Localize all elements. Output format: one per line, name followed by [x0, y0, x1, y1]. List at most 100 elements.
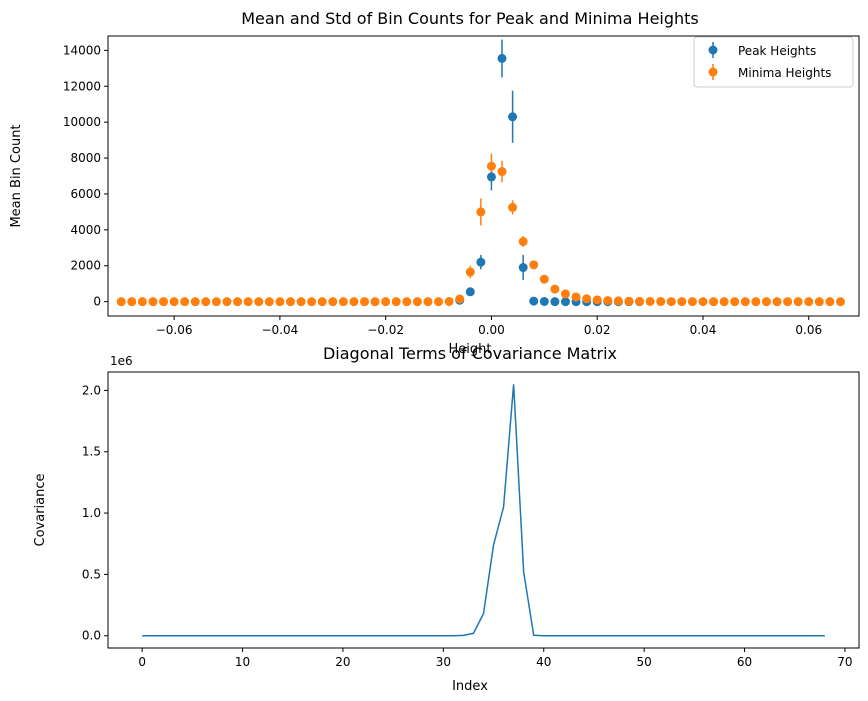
- minima-point: [772, 297, 782, 307]
- chart2-x-tick-label: 40: [536, 655, 551, 669]
- minima-point: [740, 297, 750, 307]
- peak-point: [486, 172, 496, 182]
- minima-point: [730, 297, 740, 307]
- chart2-x-tick-label: 20: [335, 655, 350, 669]
- minima-point: [402, 297, 412, 307]
- chart2-y-label: Covariance: [33, 474, 48, 547]
- minima-point: [381, 297, 391, 307]
- minima-point: [497, 167, 507, 177]
- chart2-x-tick-label: 10: [235, 655, 250, 669]
- minima-point: [349, 297, 359, 307]
- minima-point: [539, 274, 549, 284]
- minima-point: [285, 297, 295, 307]
- minima-point: [127, 297, 137, 307]
- minima-point: [624, 296, 634, 306]
- minima-point: [666, 297, 676, 307]
- chart1-x-tick-label: −0.06: [156, 323, 193, 337]
- minima-point: [233, 297, 243, 307]
- chart1-x-tick-label: 0.02: [584, 323, 611, 337]
- covariance-line: [142, 384, 825, 637]
- legend-minima-label: Minima Heights: [738, 66, 831, 80]
- minima-point: [719, 297, 729, 307]
- minima-point: [180, 297, 190, 307]
- minima-point: [761, 297, 771, 307]
- minima-point: [455, 294, 465, 304]
- peak-point: [476, 257, 486, 267]
- chart2-y-ticks: 0.0 0.5 1.0 1.5 2.0: [82, 383, 108, 643]
- chart2-offset-label: 1e6: [110, 354, 133, 368]
- chart1-y-tick-label: 2000: [70, 259, 101, 273]
- legend-peak-marker: [708, 45, 718, 55]
- chart1-y-tick-label: 4000: [70, 223, 101, 237]
- chart2-y-tick-label: 1.5: [82, 445, 101, 459]
- chart1-y-tick-label: 0: [93, 295, 101, 309]
- chart1-y-tick-label: 6000: [70, 187, 101, 201]
- chart1-y-tick-label: 8000: [70, 151, 101, 165]
- chart2-y-tick-label: 1.0: [82, 506, 101, 520]
- minima-point: [370, 297, 380, 307]
- minima-point: [476, 207, 486, 217]
- chart1-legend: Peak Heights Minima Heights: [693, 36, 854, 88]
- minima-point: [592, 295, 602, 305]
- chart1-y-tick-label: 12000: [63, 79, 101, 93]
- peak-point: [508, 112, 518, 122]
- legend-peak-label: Peak Heights: [738, 44, 816, 58]
- chart1-x-tick-label: −0.02: [367, 323, 404, 337]
- chart2-y-tick-label: 2.0: [82, 383, 101, 397]
- minima-point: [296, 297, 306, 307]
- minima-point: [804, 297, 814, 307]
- minima-point: [423, 297, 433, 307]
- minima-point: [465, 267, 475, 277]
- legend-item-peak: Peak Heights: [708, 42, 816, 58]
- peak-point: [518, 263, 528, 273]
- chart2-x-label: Index: [452, 679, 488, 694]
- minima-point: [317, 297, 327, 307]
- chart1-title: Mean and Std of Bin Counts for Peak and …: [241, 9, 699, 28]
- chart2-y-tick-label: 0.0: [82, 629, 101, 643]
- minima-point: [159, 297, 169, 307]
- minima-point: [307, 297, 317, 307]
- minima-point: [222, 297, 232, 307]
- chart1-y-ticks: 0 2000 4000 6000 8000 10000 12000 14000: [63, 43, 108, 309]
- minima-point: [698, 297, 708, 307]
- chart1-frame: [107, 35, 860, 317]
- minima-point: [635, 296, 645, 306]
- minima-point: [613, 296, 623, 306]
- minima-point: [783, 297, 793, 307]
- chart2-x-tick-label: 50: [637, 655, 652, 669]
- peak-point: [529, 296, 539, 306]
- chart1-x-tick-label: 0.00: [478, 323, 505, 337]
- minima-point: [243, 297, 253, 307]
- minima-point: [751, 297, 761, 307]
- minima-point: [835, 297, 845, 307]
- minima-point: [412, 297, 422, 307]
- chart1-points: [116, 53, 845, 307]
- minima-point: [116, 297, 126, 307]
- minima-point: [677, 297, 687, 307]
- minima-point: [582, 294, 592, 304]
- minima-point: [814, 297, 824, 307]
- minima-point: [169, 297, 179, 307]
- covariance-chart: Diagonal Terms of Covariance Matrix 1e6 …: [33, 344, 860, 694]
- minima-point: [508, 202, 518, 212]
- minima-point: [709, 297, 719, 307]
- chart2-x-ticks: 0 10 20 30 40 50 60 70: [138, 648, 853, 669]
- minima-point: [201, 297, 211, 307]
- minima-point: [264, 297, 274, 307]
- legend-item-minima: Minima Heights: [708, 64, 831, 80]
- peak-point: [465, 287, 475, 297]
- minima-point: [571, 292, 581, 302]
- chart1-x-ticks: −0.06 −0.04 −0.02 0.00 0.02 0.04 0.06: [156, 316, 822, 337]
- minima-point: [190, 297, 200, 307]
- minima-point: [254, 297, 264, 307]
- minima-point: [444, 296, 454, 306]
- peak-point: [550, 297, 560, 307]
- peak-point: [560, 297, 570, 307]
- minima-point: [328, 297, 338, 307]
- chart1-y-tick-label: 10000: [63, 115, 101, 129]
- minima-point: [275, 297, 285, 307]
- chart1-y-tick-label: 14000: [63, 43, 101, 57]
- chart1-y-label: Mean Bin Count: [9, 124, 24, 227]
- minima-point: [550, 284, 560, 294]
